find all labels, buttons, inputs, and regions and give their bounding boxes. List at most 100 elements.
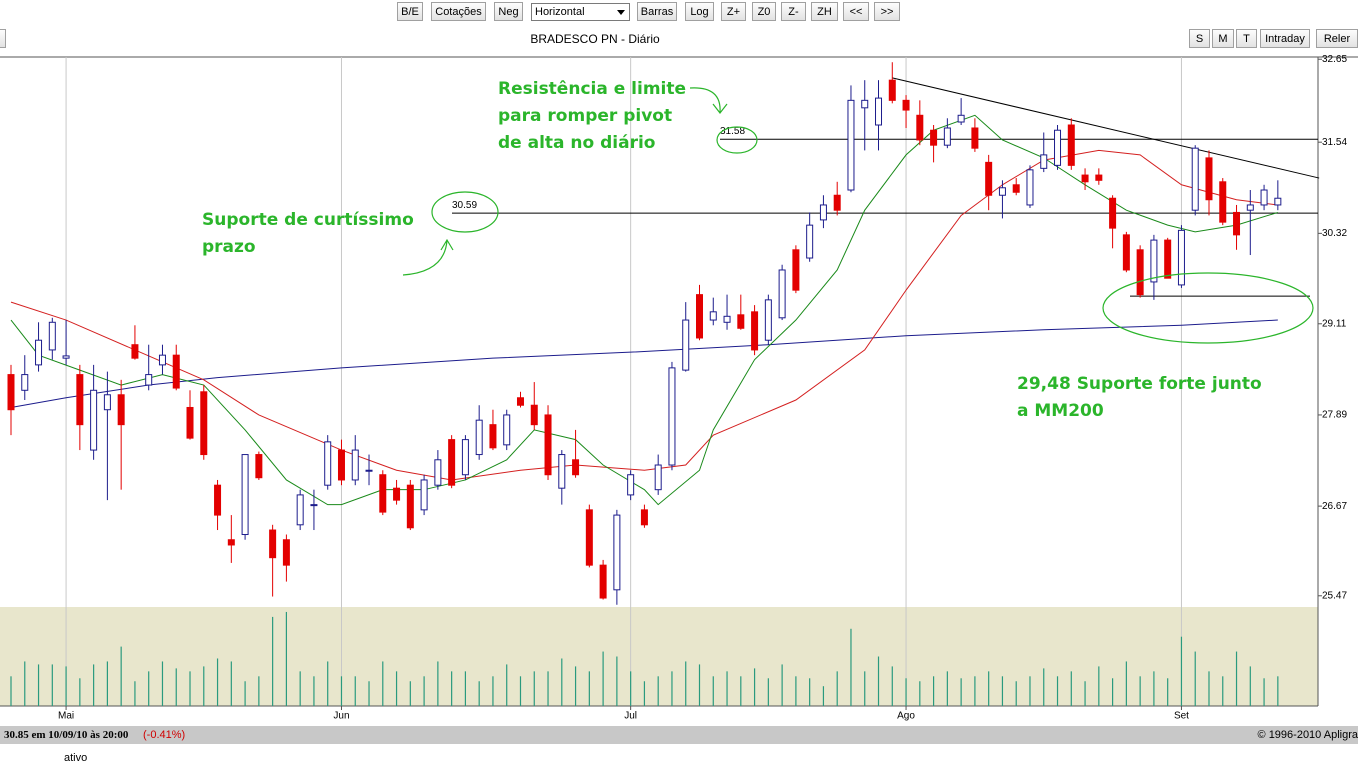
- candle-body: [337, 449, 345, 481]
- button[interactable]: Z0: [752, 2, 776, 21]
- candle-body: [158, 354, 166, 366]
- button[interactable]: B/E: [397, 2, 423, 21]
- candle-body: [764, 299, 772, 341]
- candle-body: [998, 187, 1006, 196]
- candle-body: [434, 459, 442, 486]
- candle-body: [420, 479, 428, 511]
- candle-body: [792, 249, 800, 291]
- candle-body: [393, 487, 401, 501]
- candle-body: [1205, 157, 1213, 201]
- button[interactable]: Barras: [637, 2, 677, 21]
- candle-body: [1274, 197, 1282, 206]
- candle-body: [1081, 174, 1089, 183]
- button[interactable]: Z-: [781, 2, 806, 21]
- copyright: © 1996-2010 Apligra: [1257, 729, 1358, 741]
- candle-body: [21, 374, 29, 391]
- annotation: 29,48 Suporte forte junto: [1017, 374, 1262, 394]
- candle-body: [530, 404, 538, 426]
- candle-body: [489, 424, 497, 449]
- candle-body: [778, 269, 786, 319]
- y-tick-label: 32.65: [1322, 54, 1347, 65]
- candle-body: [241, 454, 249, 536]
- button[interactable]: Intraday: [1260, 29, 1310, 48]
- button[interactable]: T: [1236, 29, 1257, 48]
- y-tick-label: 26.67: [1322, 501, 1347, 512]
- candle-body: [48, 321, 56, 351]
- candle-body: [709, 311, 717, 321]
- moving-average: [10, 319, 1278, 408]
- candle-body: [682, 319, 690, 371]
- annotation: de alta no diário: [498, 133, 656, 153]
- candle-body: [1054, 129, 1062, 166]
- button[interactable]: <<: [843, 2, 869, 21]
- drawing: [402, 238, 454, 276]
- candle-body: [200, 391, 208, 456]
- candle-body: [696, 294, 703, 339]
- x-tick-label: Ago: [897, 711, 915, 722]
- change: (-0.41%): [143, 729, 186, 741]
- button[interactable]: S: [1189, 29, 1210, 48]
- candle-body: [957, 114, 965, 123]
- candle-body: [1219, 181, 1227, 223]
- candle-body: [461, 439, 469, 476]
- x-tick-label: Set: [1174, 711, 1189, 722]
- candle-body: [833, 194, 841, 211]
- candle-body: [668, 367, 676, 466]
- button[interactable]: >>: [874, 2, 900, 21]
- level-label: 30.59: [452, 200, 477, 211]
- candle-body: [640, 509, 648, 526]
- y-tick-label: 27.89: [1322, 410, 1347, 421]
- moving-average: [10, 149, 1278, 481]
- candle-body: [627, 474, 635, 496]
- volume-panel: [0, 607, 1318, 706]
- candle-body: [1136, 249, 1144, 296]
- annotation: prazo: [202, 237, 256, 257]
- candle-body: [558, 454, 566, 489]
- select[interactable]: Horizontal: [531, 3, 630, 21]
- candle-body: [971, 127, 979, 149]
- candle-body: [902, 99, 910, 111]
- y-tick-label: 29.11: [1322, 318, 1347, 329]
- side-button[interactable]: [0, 29, 6, 48]
- candle-body: [227, 539, 235, 546]
- candle-body: [103, 394, 111, 411]
- candle-body: [1260, 189, 1268, 206]
- candle-body: [351, 449, 359, 481]
- annotation: para romper pivot: [498, 106, 672, 126]
- candle-body: [1026, 169, 1034, 206]
- chart: 32.65 31.54 30.32 29.11 27.89 26.67 25.47 Mai Ju…: [0, 54, 1358, 722]
- candle-body: [847, 99, 855, 191]
- y-tick-label: 31.54: [1322, 137, 1347, 148]
- candle-body: [1067, 124, 1075, 166]
- candle-body: [1233, 211, 1241, 236]
- button[interactable]: Reler: [1316, 29, 1358, 48]
- candle-body: [1177, 229, 1185, 286]
- button[interactable]: M: [1212, 29, 1234, 48]
- candle-body: [90, 389, 98, 451]
- candle-body: [255, 454, 263, 479]
- x-tick-label: Jul: [624, 711, 637, 722]
- button[interactable]: Z+: [721, 2, 746, 21]
- candle-body: [324, 441, 332, 486]
- candle-body: [282, 539, 290, 566]
- candle-body: [1109, 197, 1117, 229]
- x-tick-label: Mai: [58, 711, 74, 722]
- drawing: [716, 126, 758, 154]
- candle-body: [599, 564, 607, 599]
- candle-body: [1150, 239, 1158, 283]
- candle-body: [7, 374, 15, 411]
- button[interactable]: Neg: [494, 2, 523, 21]
- candle-body: [916, 114, 924, 141]
- candle-body: [930, 129, 938, 146]
- candle-body: [654, 464, 662, 491]
- candle-body: [751, 311, 759, 351]
- button[interactable]: Cotações: [431, 2, 486, 21]
- button[interactable]: ZH: [811, 2, 838, 21]
- candle-body: [475, 419, 483, 456]
- y-tick-label: 25.47: [1322, 590, 1347, 601]
- candle-body: [888, 79, 896, 101]
- button[interactable]: Log: [685, 2, 714, 21]
- candle-body: [737, 314, 745, 329]
- candle-body: [723, 315, 731, 323]
- footer-text: ativo: [64, 752, 88, 764]
